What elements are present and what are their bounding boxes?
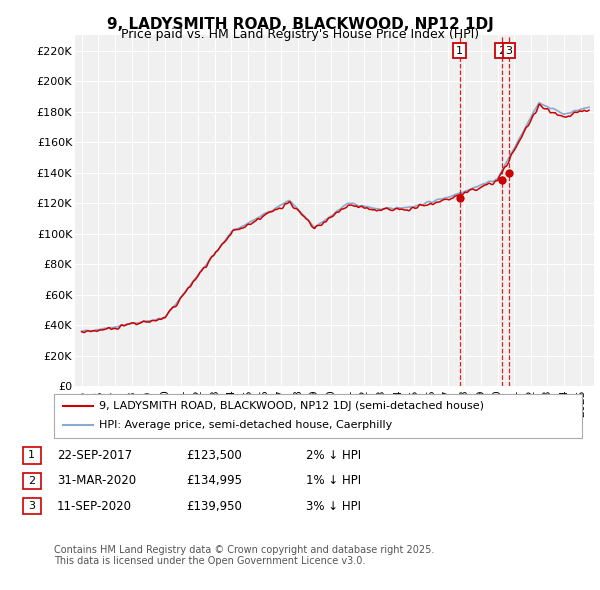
- Text: 1: 1: [28, 451, 35, 460]
- Text: 9, LADYSMITH ROAD, BLACKWOOD, NP12 1DJ: 9, LADYSMITH ROAD, BLACKWOOD, NP12 1DJ: [107, 17, 493, 31]
- Text: 2: 2: [28, 476, 35, 486]
- Text: £123,500: £123,500: [186, 449, 242, 462]
- Text: Contains HM Land Registry data © Crown copyright and database right 2025.: Contains HM Land Registry data © Crown c…: [54, 545, 434, 555]
- Text: 22-SEP-2017: 22-SEP-2017: [57, 449, 132, 462]
- Text: 11-SEP-2020: 11-SEP-2020: [57, 500, 132, 513]
- Text: HPI: Average price, semi-detached house, Caerphilly: HPI: Average price, semi-detached house,…: [99, 421, 392, 430]
- Text: 3: 3: [506, 45, 512, 55]
- Text: 9, LADYSMITH ROAD, BLACKWOOD, NP12 1DJ (semi-detached house): 9, LADYSMITH ROAD, BLACKWOOD, NP12 1DJ (…: [99, 401, 484, 411]
- Text: 1% ↓ HPI: 1% ↓ HPI: [306, 474, 361, 487]
- Text: 2: 2: [498, 45, 505, 55]
- Text: This data is licensed under the Open Government Licence v3.0.: This data is licensed under the Open Gov…: [54, 556, 365, 566]
- Text: 1: 1: [456, 45, 463, 55]
- Text: £139,950: £139,950: [186, 500, 242, 513]
- Text: 31-MAR-2020: 31-MAR-2020: [57, 474, 136, 487]
- Text: 2% ↓ HPI: 2% ↓ HPI: [306, 449, 361, 462]
- Text: Price paid vs. HM Land Registry's House Price Index (HPI): Price paid vs. HM Land Registry's House …: [121, 28, 479, 41]
- Text: 3% ↓ HPI: 3% ↓ HPI: [306, 500, 361, 513]
- Text: £134,995: £134,995: [186, 474, 242, 487]
- Text: 3: 3: [28, 502, 35, 511]
